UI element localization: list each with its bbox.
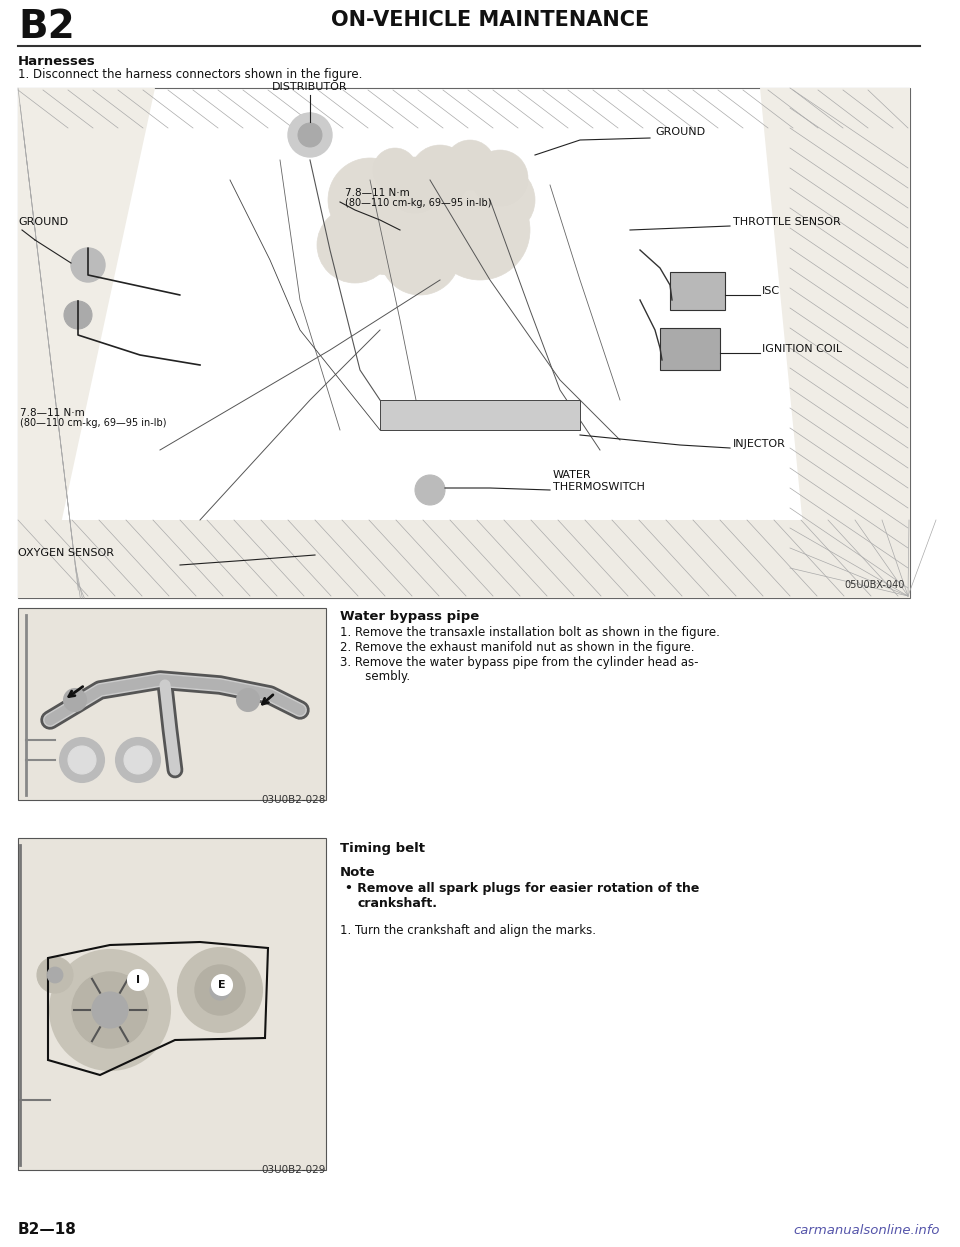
Circle shape — [195, 965, 245, 1015]
Text: 1. Turn the crankshaft and align the marks.: 1. Turn the crankshaft and align the mar… — [340, 924, 596, 936]
Text: OXYGEN SENSOR: OXYGEN SENSOR — [18, 547, 114, 557]
Text: INJECTOR: INJECTOR — [733, 439, 786, 449]
Circle shape — [380, 214, 460, 296]
Text: GROUND: GROUND — [655, 127, 706, 137]
Circle shape — [92, 993, 128, 1028]
Text: 1. Disconnect the harness connectors shown in the figure.: 1. Disconnect the harness connectors sho… — [18, 69, 362, 81]
Text: THERMOSWITCH: THERMOSWITCH — [553, 483, 645, 493]
Text: 03U0B2-028: 03U0B2-028 — [262, 796, 326, 806]
Text: 7.8—11 N·m: 7.8—11 N·m — [20, 408, 84, 418]
Circle shape — [335, 165, 445, 276]
Polygon shape — [18, 89, 155, 599]
Bar — [670, 272, 725, 311]
Circle shape — [116, 738, 160, 782]
Circle shape — [210, 980, 230, 1000]
Text: 2. Remove the exhaust manifold nut as shown in the figure.: 2. Remove the exhaust manifold nut as sh… — [340, 641, 694, 653]
Text: 03U0B2-029: 03U0B2-029 — [262, 1165, 326, 1175]
Circle shape — [71, 248, 105, 282]
Text: crankshaft.: crankshaft. — [358, 897, 438, 910]
Text: GROUND: GROUND — [18, 217, 68, 227]
Circle shape — [72, 971, 148, 1047]
Text: B2—18: B2—18 — [18, 1222, 77, 1237]
Circle shape — [430, 180, 530, 281]
Circle shape — [128, 970, 148, 990]
Circle shape — [472, 150, 528, 206]
Bar — [380, 400, 580, 430]
Text: 05U0BX-040: 05U0BX-040 — [845, 580, 905, 590]
Circle shape — [288, 113, 332, 157]
Circle shape — [212, 975, 232, 995]
Circle shape — [68, 746, 96, 774]
Text: Timing belt: Timing belt — [340, 842, 425, 855]
Text: WATER: WATER — [553, 470, 591, 480]
Circle shape — [37, 956, 73, 993]
Text: ON-VEHICLE MAINTENANCE: ON-VEHICLE MAINTENANCE — [331, 10, 649, 30]
Polygon shape — [760, 89, 910, 599]
Circle shape — [317, 207, 393, 283]
Text: (80—110 cm-kg, 69—95 in-lb): (80—110 cm-kg, 69—95 in-lb) — [20, 418, 166, 428]
Text: 7.8—11 N·m: 7.8—11 N·m — [345, 188, 410, 198]
Circle shape — [410, 145, 470, 205]
Circle shape — [298, 123, 322, 147]
Text: Harnesses: Harnesses — [18, 55, 96, 69]
Text: • Remove all spark plugs for easier rotation of the: • Remove all spark plugs for easier rota… — [345, 882, 700, 895]
Text: (80—110 cm-kg, 69—95 in-lb): (80—110 cm-kg, 69—95 in-lb) — [345, 198, 492, 208]
Text: THROTTLE SENSOR: THROTTLE SENSOR — [733, 217, 841, 227]
Circle shape — [64, 690, 86, 711]
Text: E: E — [218, 980, 226, 990]
Bar — [18, 89, 910, 599]
Circle shape — [328, 158, 412, 242]
Text: 3. Remove the water bypass pipe from the cylinder head as-: 3. Remove the water bypass pipe from the… — [340, 656, 699, 668]
Circle shape — [373, 148, 417, 192]
Circle shape — [64, 301, 92, 329]
Text: DISTRIBUTOR: DISTRIBUTOR — [273, 82, 348, 92]
Text: sembly.: sembly. — [354, 670, 410, 683]
Circle shape — [465, 165, 535, 234]
Circle shape — [415, 475, 445, 505]
Circle shape — [47, 966, 63, 983]
Text: I: I — [136, 975, 140, 985]
Bar — [18, 609, 326, 801]
Text: B2: B2 — [18, 7, 75, 46]
Bar — [660, 328, 720, 370]
Text: 1. Remove the transaxle installation bolt as shown in the figure.: 1. Remove the transaxle installation bol… — [340, 626, 720, 638]
Polygon shape — [18, 520, 910, 599]
Circle shape — [60, 738, 104, 782]
Text: IGNITION COIL: IGNITION COIL — [762, 344, 842, 354]
Circle shape — [237, 690, 259, 711]
Text: Water bypass pipe: Water bypass pipe — [340, 610, 479, 624]
Circle shape — [445, 140, 495, 190]
Circle shape — [50, 950, 170, 1070]
Circle shape — [405, 150, 495, 239]
Text: ISC: ISC — [762, 286, 780, 296]
Circle shape — [178, 948, 262, 1033]
Bar — [18, 838, 326, 1170]
Text: carmanualsonline.info: carmanualsonline.info — [794, 1225, 940, 1237]
Circle shape — [124, 746, 152, 774]
Circle shape — [387, 157, 443, 213]
Text: Note: Note — [340, 865, 375, 879]
